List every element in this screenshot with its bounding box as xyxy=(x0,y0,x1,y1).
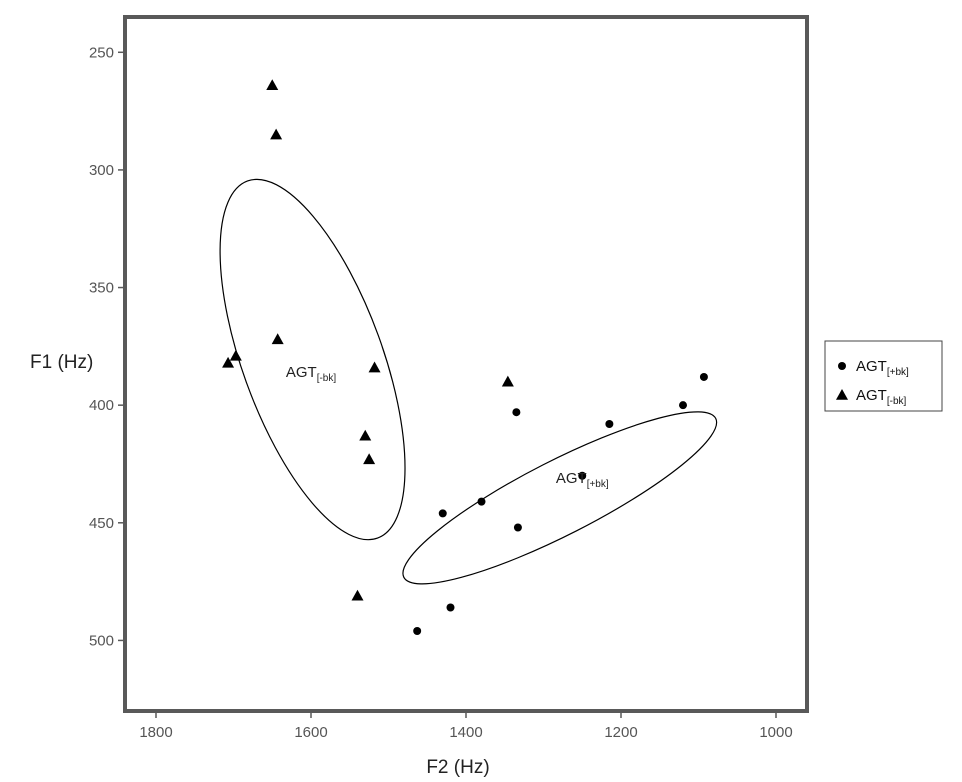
data-point-triangle-2 xyxy=(270,128,283,140)
data-point-circle-9 xyxy=(446,603,455,612)
y-tick-label: 400 xyxy=(89,397,114,414)
plot-frame xyxy=(123,15,809,713)
x-axis-title: F2 (Hz) xyxy=(426,757,489,778)
x-axis-ticks: 1800 1600 1400 1200 1000 xyxy=(139,713,793,741)
data-point-circle-4 xyxy=(578,471,587,480)
annotation-layer: AGT[-bk] AGT[+bk] xyxy=(286,364,609,490)
ellipse-layer xyxy=(219,178,718,585)
x-tick-label: 1000 xyxy=(759,724,792,741)
confidence-ellipse-1 xyxy=(219,178,406,541)
data-point-triangle-1 xyxy=(266,79,279,91)
data-point-triangle-4 xyxy=(229,349,242,361)
data-point-triangle-10 xyxy=(351,589,364,601)
data-point-triangle-5 xyxy=(222,356,235,368)
y-tick-label: 350 xyxy=(89,280,114,297)
legend: AGT[+bk] AGT[-bk] xyxy=(824,340,943,412)
data-point-triangle-9 xyxy=(363,453,376,465)
data-point-triangle-8 xyxy=(359,429,372,441)
y-tick-label: 450 xyxy=(89,515,114,532)
y-axis-ticks: 250 300 350 400 450 500 xyxy=(89,44,123,649)
x-tick-label: 1200 xyxy=(604,724,637,741)
confidence-ellipse-2 xyxy=(402,411,718,585)
data-point-circle-6 xyxy=(477,497,486,506)
data-point-triangle-7 xyxy=(501,375,514,387)
ellipse-label-1: AGT[-bk] xyxy=(286,364,337,384)
y-axis-title: F1 (Hz) xyxy=(30,352,93,373)
x-tick-label: 1800 xyxy=(139,724,172,741)
data-point-circle-2 xyxy=(679,401,687,410)
y-tick-label: 300 xyxy=(89,162,114,179)
data-point-circle-5 xyxy=(512,408,521,417)
data-point-triangle-3 xyxy=(271,333,284,345)
points-layer xyxy=(222,79,708,636)
data-point-circle-3 xyxy=(605,419,614,428)
ellipse-label-2: AGT[+bk] xyxy=(556,470,609,490)
legend-label-2: AGT[-bk] xyxy=(856,387,907,407)
data-point-triangle-6 xyxy=(368,361,381,373)
legend-label-1: AGT[+bk] xyxy=(856,358,909,378)
legend-marker-circle xyxy=(838,362,846,370)
data-point-circle-8 xyxy=(513,523,522,532)
legend-items: AGT[+bk] AGT[-bk] xyxy=(836,358,909,407)
data-point-circle-1 xyxy=(699,372,708,381)
y-tick-label: 500 xyxy=(89,632,114,649)
data-point-circle-10 xyxy=(413,627,422,636)
x-tick-label: 1600 xyxy=(294,724,327,741)
y-tick-label: 250 xyxy=(89,44,114,61)
legend-marker-triangle xyxy=(836,389,848,400)
data-point-circle-7 xyxy=(438,509,447,518)
x-tick-label: 1400 xyxy=(449,724,482,741)
